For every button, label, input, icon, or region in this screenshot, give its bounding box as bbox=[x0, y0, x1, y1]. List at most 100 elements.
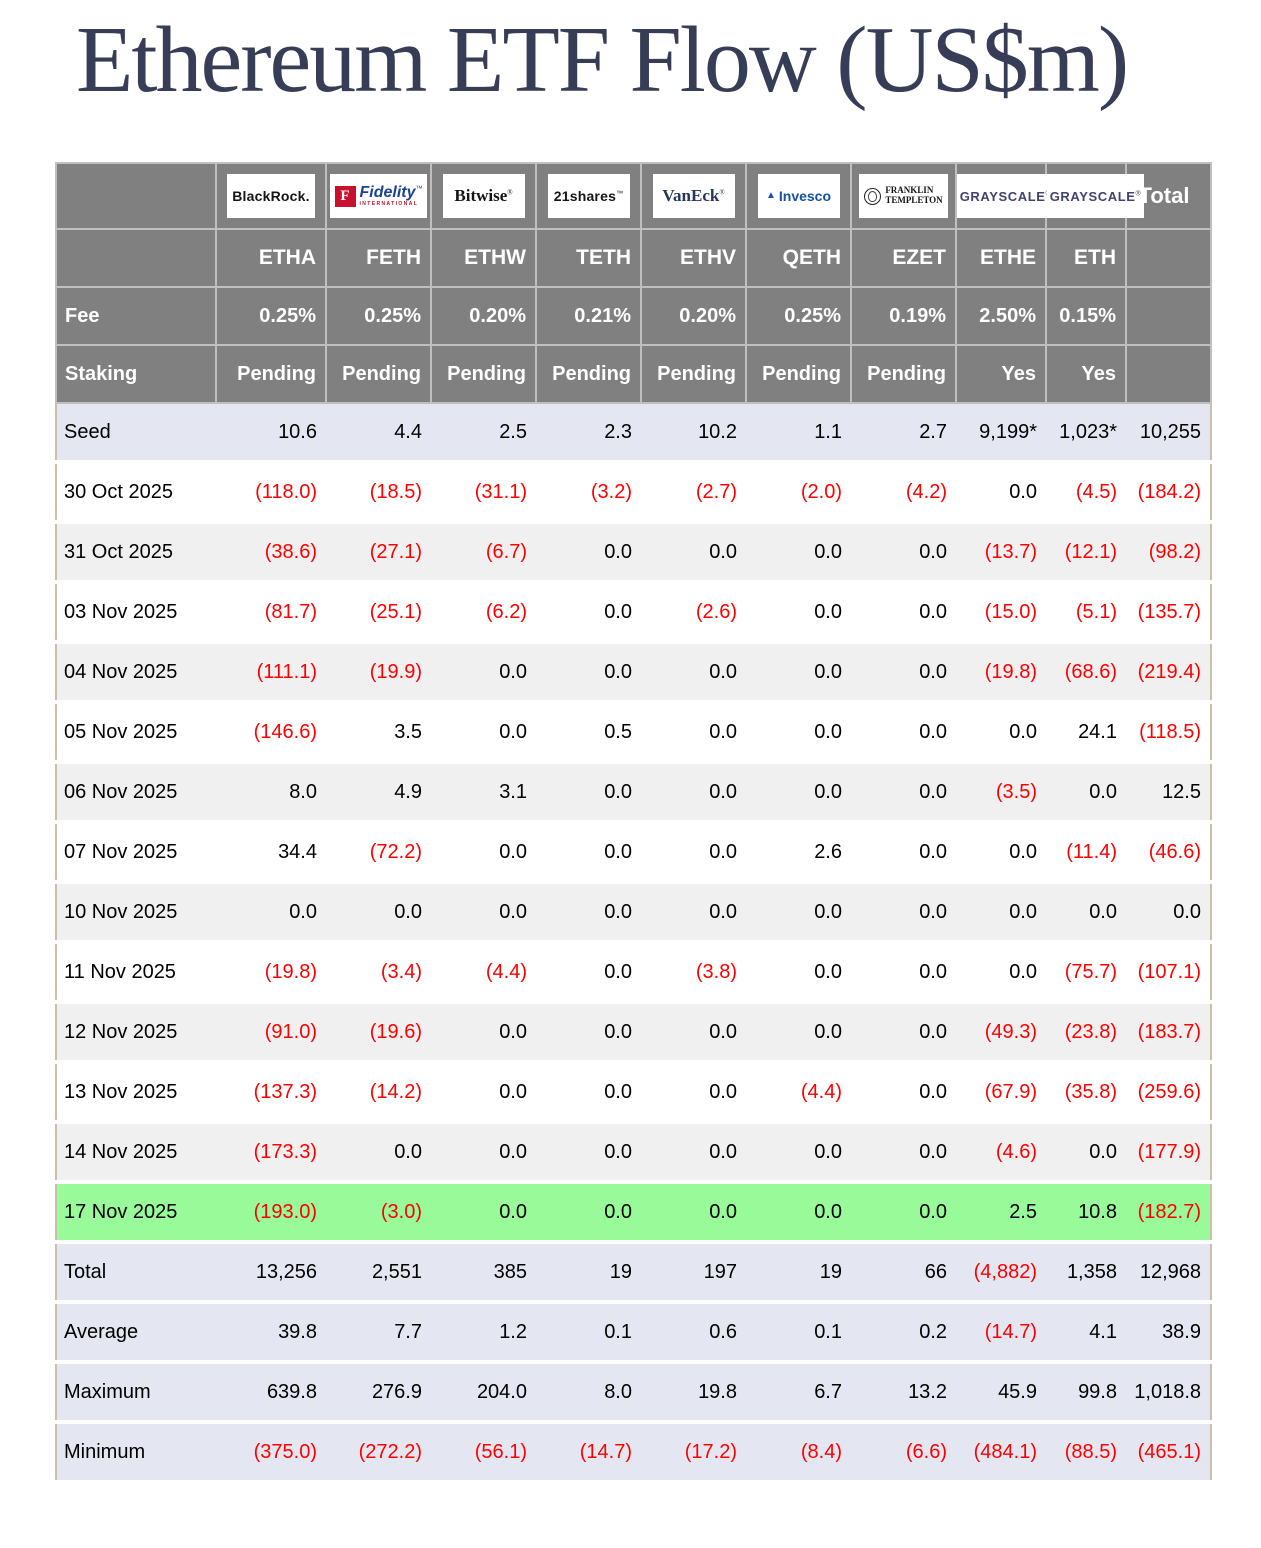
date-row: 12 Nov 2025 (91.0) (19.6) 0.0 0.0 0.0 0.0 0.0 (4… bbox=[56, 1002, 1211, 1065]
fidelity-f-icon: F bbox=[334, 185, 356, 207]
value-cell: 0.0 bbox=[1046, 882, 1126, 945]
value-cell: (18.5) bbox=[326, 462, 431, 525]
table-body: Seed 10.6 4.4 2.5 2.3 10.2 1.1 2.7 9,199* 1,023* 1… bbox=[56, 403, 1211, 1485]
value-cell: 24.1 bbox=[1046, 702, 1126, 765]
value-cell: (5.1) bbox=[1046, 582, 1126, 645]
trademark-icon: ™ bbox=[616, 190, 624, 198]
value-cell: 13.2 bbox=[851, 1362, 956, 1425]
row-label: 13 Nov 2025 bbox=[56, 1062, 216, 1125]
row-label: 31 Oct 2025 bbox=[56, 522, 216, 585]
value-cell: (177.9) bbox=[1126, 1122, 1211, 1185]
value-cell: (272.2) bbox=[326, 1422, 431, 1485]
value-cell: (183.7) bbox=[1126, 1002, 1211, 1065]
grayscale-logo-text: GRAYSCALE® bbox=[960, 189, 1052, 204]
date-row: 14 Nov 2025 (173.3) 0.0 0.0 0.0 0.0 0.0 0.0 (4.6… bbox=[56, 1122, 1211, 1185]
fee-row: Fee 0.25% 0.25% 0.20% 0.21% 0.20% 0.25% 0.19% 2.… bbox=[55, 286, 1212, 347]
value-cell: 6.7 bbox=[746, 1362, 851, 1425]
value-cell: 0.0 bbox=[956, 942, 1046, 1005]
value-cell: 0.0 bbox=[851, 1062, 956, 1125]
date-row: 31 Oct 2025 (38.6) (27.1) (6.7) 0.0 0.0 0.0 0.0… bbox=[56, 522, 1211, 585]
value-cell: (14.2) bbox=[326, 1062, 431, 1125]
row-label: 04 Nov 2025 bbox=[56, 642, 216, 705]
value-cell: 0.0 bbox=[746, 582, 851, 645]
trademark-icon: ™ bbox=[415, 185, 423, 193]
value-cell: 1.1 bbox=[746, 403, 851, 465]
fee-cell: 0.25% bbox=[745, 286, 852, 347]
ticker-cell: ETHE bbox=[955, 228, 1047, 289]
value-cell: 0.0 bbox=[536, 762, 641, 825]
value-cell: (98.2) bbox=[1126, 522, 1211, 585]
value-cell: 197 bbox=[641, 1242, 746, 1305]
value-cell: 0.0 bbox=[641, 642, 746, 705]
ticker-cell: ETHV bbox=[640, 228, 747, 289]
ticker-total-spacer bbox=[1125, 228, 1212, 289]
value-cell: (11.4) bbox=[1046, 822, 1126, 885]
provider-logo-cell: 21shares™ bbox=[535, 162, 642, 231]
staking-row-label: Staking bbox=[55, 344, 217, 405]
value-cell: (23.8) bbox=[1046, 1002, 1126, 1065]
franklin-seal-icon bbox=[864, 187, 882, 205]
value-cell: 0.0 bbox=[536, 882, 641, 945]
value-cell: 12,968 bbox=[1126, 1242, 1211, 1305]
franklin-templeton-logo-wrap: FRANKLIN TEMPLETON bbox=[864, 185, 943, 206]
value-cell: 0.0 bbox=[746, 942, 851, 1005]
value-cell: (118.5) bbox=[1126, 702, 1211, 765]
value-cell: 0.0 bbox=[956, 882, 1046, 945]
staking-cell: Pending bbox=[745, 344, 852, 405]
value-cell: 0.0 bbox=[1126, 882, 1211, 945]
value-cell: 0.0 bbox=[536, 522, 641, 585]
value-cell: 0.0 bbox=[851, 522, 956, 585]
value-cell: 0.0 bbox=[536, 1062, 641, 1125]
value-cell: 4.1 bbox=[1046, 1302, 1126, 1365]
date-row: Seed 10.6 4.4 2.5 2.3 10.2 1.1 2.7 9,199* 1,023* 1… bbox=[56, 403, 1211, 465]
provider-logo-cell: Bitwise® bbox=[430, 162, 537, 231]
value-cell: (135.7) bbox=[1126, 582, 1211, 645]
row-label: Seed bbox=[56, 403, 216, 465]
value-cell: (8.4) bbox=[746, 1422, 851, 1485]
value-cell: 0.0 bbox=[1046, 1122, 1126, 1185]
value-cell: 99.8 bbox=[1046, 1362, 1126, 1425]
ticker-cell: QETH bbox=[745, 228, 852, 289]
total-header-cell: Total bbox=[1125, 162, 1212, 231]
value-cell: 385 bbox=[431, 1242, 536, 1305]
grayscale-logo: GRAYSCALE® bbox=[957, 174, 1054, 219]
value-cell: (3.2) bbox=[536, 462, 641, 525]
value-cell: 0.0 bbox=[641, 822, 746, 885]
value-cell: 0.0 bbox=[746, 702, 851, 765]
fee-cell: 0.19% bbox=[850, 286, 957, 347]
value-cell: 0.0 bbox=[956, 822, 1046, 885]
value-cell: 0.0 bbox=[746, 762, 851, 825]
provider-logo-cell: ▲ Invesco bbox=[745, 162, 852, 231]
value-cell: 0.0 bbox=[641, 762, 746, 825]
fidelity-text-col: Fidelity™ INTERNATIONAL bbox=[360, 185, 423, 207]
ticker-cell: ETHA bbox=[215, 228, 327, 289]
value-cell: 0.0 bbox=[851, 1002, 956, 1065]
row-label: Average bbox=[56, 1302, 216, 1365]
value-cell: (4.4) bbox=[431, 942, 536, 1005]
provider-logo-cell: BlackRock. bbox=[215, 162, 327, 231]
blackrock-logo-text: BlackRock. bbox=[232, 188, 310, 205]
value-cell: 0.0 bbox=[851, 1122, 956, 1185]
grayscale-logo: GRAYSCALE® bbox=[1047, 174, 1144, 219]
value-cell: 10.2 bbox=[641, 403, 746, 465]
value-cell: 19 bbox=[746, 1242, 851, 1305]
value-cell: (137.3) bbox=[216, 1062, 326, 1125]
row-label: 17 Nov 2025 bbox=[56, 1182, 216, 1245]
value-cell: 3.1 bbox=[431, 762, 536, 825]
value-cell: 0.0 bbox=[536, 822, 641, 885]
value-cell: 4.4 bbox=[326, 403, 431, 465]
staking-cell: Pending bbox=[325, 344, 432, 405]
value-cell: 0.0 bbox=[431, 882, 536, 945]
value-cell: (75.7) bbox=[1046, 942, 1126, 1005]
value-cell: (35.8) bbox=[1046, 1062, 1126, 1125]
staking-cell: Yes bbox=[955, 344, 1047, 405]
fidelity-international-label: INTERNATIONAL bbox=[359, 201, 419, 208]
value-cell: 0.0 bbox=[746, 1182, 851, 1245]
value-cell: 4.9 bbox=[326, 762, 431, 825]
value-cell: (6.6) bbox=[851, 1422, 956, 1485]
row-label: 14 Nov 2025 bbox=[56, 1122, 216, 1185]
value-cell: 19.8 bbox=[641, 1362, 746, 1425]
value-cell: 0.0 bbox=[746, 642, 851, 705]
value-cell: 66 bbox=[851, 1242, 956, 1305]
value-cell: 13,256 bbox=[216, 1242, 326, 1305]
